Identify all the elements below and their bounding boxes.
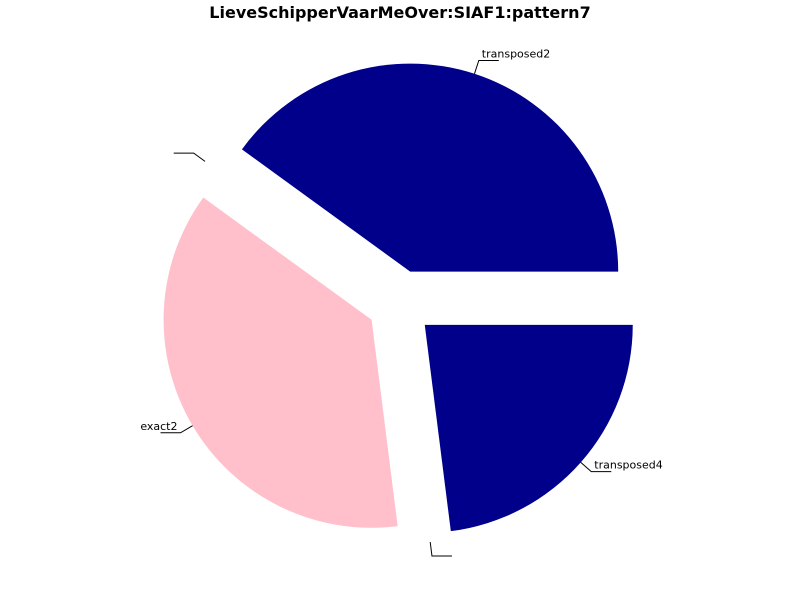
leader-line-exact2 bbox=[160, 425, 193, 434]
leader-line-empty-1 bbox=[173, 152, 206, 162]
leader-line-transposed4 bbox=[580, 462, 612, 473]
pie-slices bbox=[163, 63, 633, 532]
pie-slice-transposed4 bbox=[424, 324, 633, 532]
pie-slice-exact2 bbox=[163, 197, 398, 528]
slice-label-exact2: exact2 bbox=[140, 420, 177, 433]
chart-title: LieveSchipperVaarMeOver:SIAF1:pattern7 bbox=[209, 3, 590, 22]
pie-labels: transposed2 exact2 transposed4 bbox=[140, 47, 663, 557]
slice-label-transposed4: transposed4 bbox=[594, 459, 662, 472]
slice-label-transposed2: transposed2 bbox=[482, 47, 550, 60]
pie-slice-transposed2 bbox=[241, 63, 619, 272]
leader-line-empty-3 bbox=[429, 542, 452, 557]
leader-line-transposed2 bbox=[473, 59, 499, 74]
